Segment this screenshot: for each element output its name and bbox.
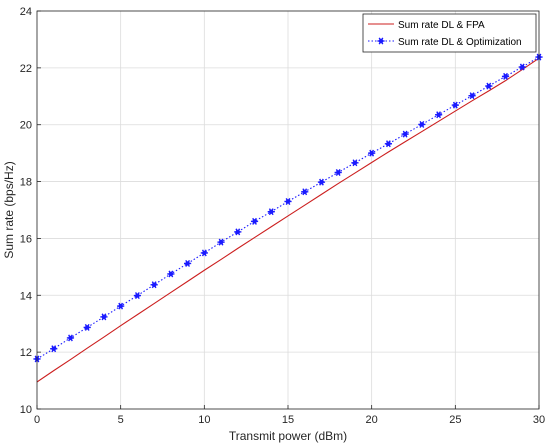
point-optimization (200, 249, 208, 257)
point-optimization (267, 208, 275, 216)
legend-label-fpa: Sum rate DL & FPA (398, 20, 485, 31)
point-optimization (301, 188, 309, 196)
legend-marker-optimization (377, 37, 385, 45)
point-optimization (66, 334, 75, 342)
point-optimization (384, 140, 392, 148)
point-optimization (133, 292, 141, 300)
point-optimization (250, 217, 259, 225)
x-tick-label: 5 (118, 414, 124, 426)
point-optimization (368, 149, 376, 157)
point-optimization (234, 228, 242, 236)
axes: 0 5 10 15 20 25 30 10 12 14 16 18 20 22 24 (20, 6, 545, 426)
point-optimization (485, 82, 493, 90)
point-optimization (501, 72, 510, 80)
y-tick-label: 18 (20, 177, 32, 189)
y-tick-label: 22 (20, 63, 32, 75)
point-optimization (117, 302, 125, 310)
point-optimization (167, 270, 175, 278)
point-optimization (150, 281, 158, 289)
x-tick-label: 10 (198, 414, 210, 426)
point-optimization (217, 238, 225, 246)
x-tick-label: 0 (34, 414, 40, 426)
x-tick-label: 15 (282, 414, 294, 426)
x-tick-label: 30 (533, 414, 545, 426)
x-tick-label: 25 (449, 414, 461, 426)
point-optimization (401, 130, 409, 138)
y-axis-label: Sum rate (bps/Hz) (2, 161, 16, 258)
point-optimization (50, 345, 58, 353)
point-optimization (100, 313, 108, 321)
y-tick-label: 10 (20, 404, 32, 416)
y-tick-label: 14 (20, 290, 32, 302)
series-layer (33, 53, 543, 383)
legend-label-optimization: Sum rate DL & Optimization (398, 37, 522, 48)
point-optimization (334, 169, 342, 176)
y-tick-label: 16 (20, 233, 32, 245)
point-optimization (451, 101, 459, 109)
x-axis-label: Transmit power (dBm) (229, 429, 347, 443)
point-optimization (518, 63, 526, 71)
legend-box (362, 13, 537, 53)
point-optimization (435, 111, 443, 119)
legend: Sum rate DL & FPA Sum rate DL & Optimiza… (362, 13, 537, 53)
point-optimization (184, 259, 192, 267)
point-optimization (351, 159, 359, 167)
y-tick-label: 12 (20, 347, 32, 359)
point-optimization (284, 198, 292, 205)
x-tick-label: 20 (366, 414, 378, 426)
legend-asterisk-marker (377, 37, 385, 45)
point-optimization (83, 323, 91, 331)
point-optimization (418, 120, 426, 128)
y-tick-label: 24 (20, 6, 32, 18)
point-optimization (317, 178, 326, 186)
y-tick-label: 20 (20, 120, 32, 132)
point-optimization (468, 92, 476, 100)
series-line-fpa (36, 57, 540, 383)
